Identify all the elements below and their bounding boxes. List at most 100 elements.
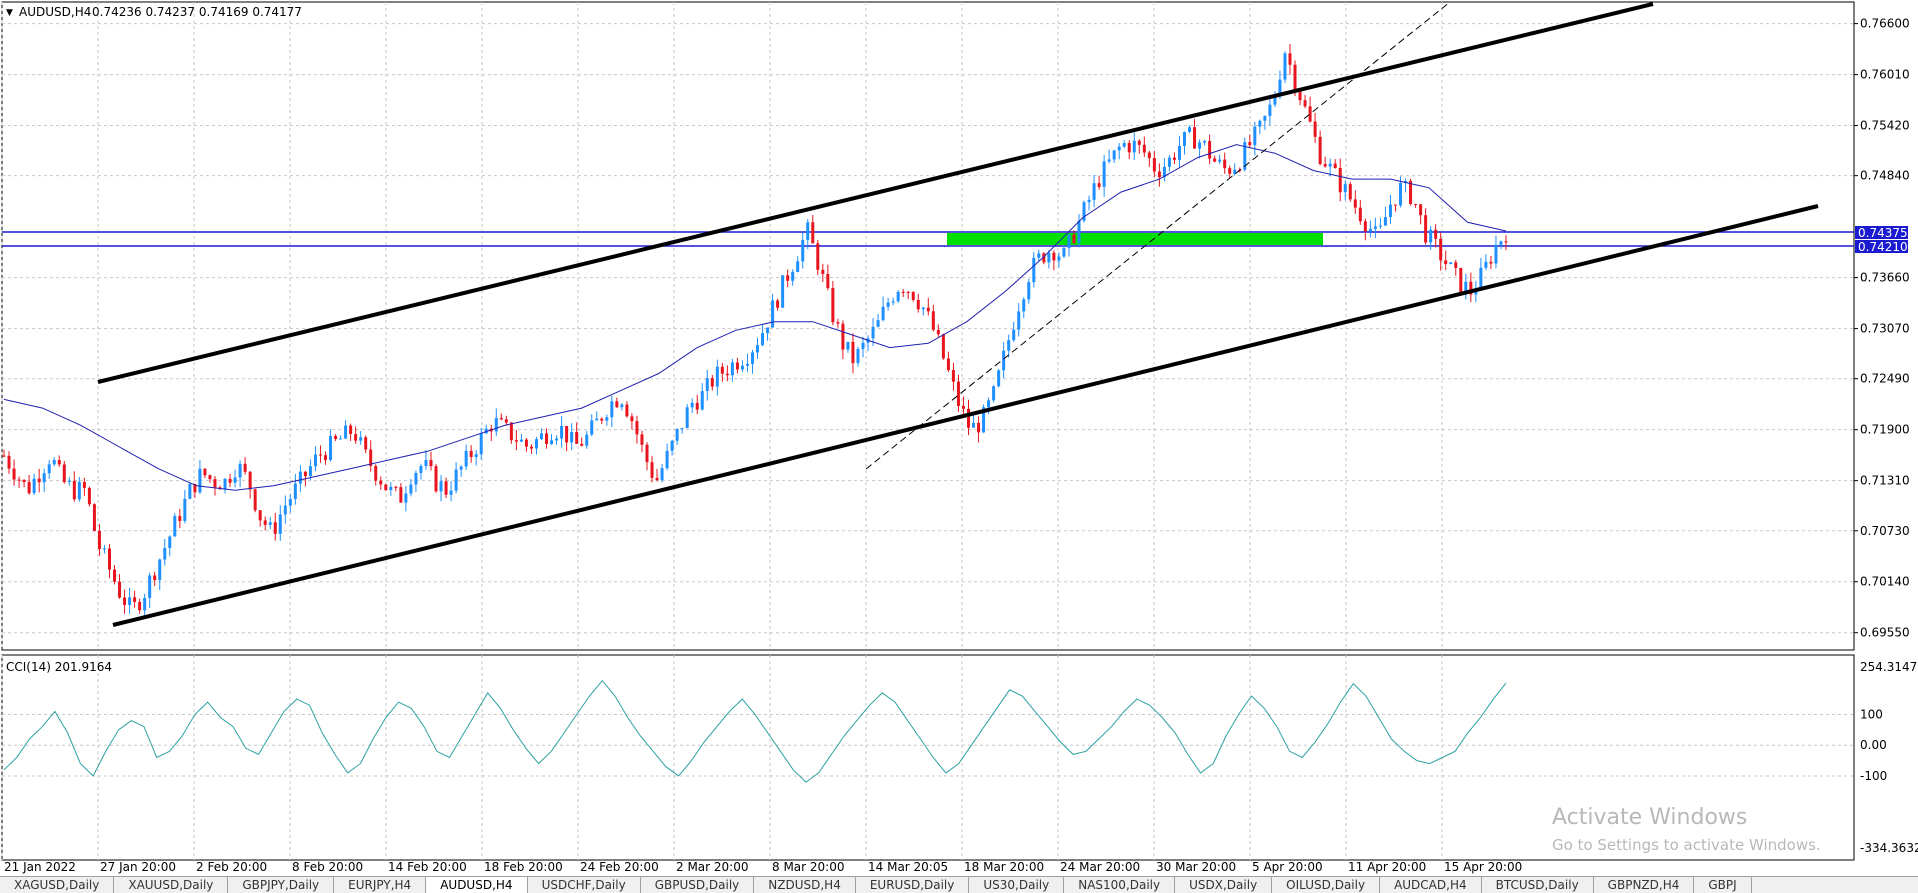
- candle-body: [560, 425, 564, 439]
- candle-body: [17, 479, 21, 481]
- chart-tab[interactable]: XAGUSD,Daily: [0, 877, 115, 893]
- candle-body: [650, 462, 654, 478]
- time-tick-label: 18 Feb 20:00: [484, 860, 563, 874]
- time-tick-label: 24 Mar 20:00: [1060, 860, 1140, 874]
- candle-body: [7, 455, 11, 469]
- candle-body: [756, 345, 760, 353]
- chart-tab[interactable]: NAS100,Daily: [1064, 877, 1176, 893]
- candle-body: [369, 449, 373, 466]
- candle-body: [735, 362, 739, 370]
- candle-body: [1198, 142, 1202, 149]
- chart-tab[interactable]: US30,Daily: [969, 877, 1065, 893]
- candle-body: [1122, 143, 1126, 147]
- candle-body: [1424, 215, 1428, 243]
- price-tick-label: 0.72490: [1860, 372, 1910, 386]
- time-tick-label: 24 Feb 20:00: [580, 860, 659, 874]
- chart-tab[interactable]: GBPNZD,H4: [1594, 877, 1695, 893]
- channel-top-line[interactable]: [97, 2, 1654, 384]
- candle-body: [555, 438, 559, 441]
- chart-tab[interactable]: OILUSD,Daily: [1272, 877, 1381, 893]
- candle-body: [665, 450, 669, 469]
- candle-body: [1067, 234, 1071, 248]
- price-axis: 0.76600 0.76010 0.75420 0.74840 0.73660 0.730…: [1854, 17, 1910, 640]
- candle-body: [364, 437, 368, 450]
- candle-body: [308, 466, 312, 477]
- candle-body: [1152, 158, 1156, 172]
- candle-body: [173, 516, 177, 537]
- candle-body: [610, 401, 614, 418]
- candle-body: [966, 408, 970, 428]
- candle-body: [861, 342, 865, 349]
- candle-body: [148, 575, 152, 598]
- candle-body: [1298, 90, 1302, 101]
- candle-body: [811, 222, 815, 244]
- chart-tab[interactable]: GBPUSD,Daily: [641, 877, 755, 893]
- candle-body: [585, 434, 589, 446]
- chart-tab[interactable]: GBPJPY,Daily: [228, 877, 335, 893]
- candle-body: [293, 483, 297, 500]
- dashed-trend-line[interactable]: [865, 1, 1451, 470]
- chart-grid: [1, 2, 1854, 860]
- candle-body: [1042, 253, 1046, 263]
- candle-body: [27, 482, 31, 494]
- candle-body: [183, 498, 187, 521]
- candle-body: [514, 440, 518, 442]
- candle-body: [1383, 217, 1387, 226]
- candle-body: [992, 386, 996, 401]
- candle-body: [730, 362, 734, 376]
- candle-body: [685, 407, 689, 429]
- channel-bottom-line[interactable]: [112, 204, 1819, 627]
- candle-body: [1052, 252, 1056, 261]
- candle-body: [519, 439, 523, 442]
- level-tag-upper-bg: [1855, 226, 1908, 239]
- cci-axis: 254.3147 100 0.00 -100 -334.3632: [1860, 660, 1918, 855]
- candle-body: [349, 425, 353, 435]
- candle-body: [32, 478, 36, 494]
- chart-tab[interactable]: USDCHF,Daily: [528, 877, 641, 893]
- candle-body: [253, 489, 257, 511]
- candle-body: [67, 480, 71, 483]
- chart-tab[interactable]: BTCUSD,Daily: [1482, 877, 1594, 893]
- candle-body: [761, 333, 765, 346]
- time-tick-label: 14 Feb 20:00: [388, 860, 467, 874]
- candle-body: [1092, 183, 1096, 200]
- candle-body: [288, 499, 292, 506]
- chart-tab[interactable]: AUDCAD,H4: [1380, 877, 1482, 893]
- chart-tab[interactable]: XAUUSD,Daily: [114, 877, 229, 893]
- candle-body: [1157, 171, 1161, 178]
- candle-body: [12, 468, 16, 480]
- candle-body: [1348, 184, 1352, 200]
- candle-body: [57, 460, 61, 465]
- candle-body: [1007, 340, 1011, 351]
- time-tick-label: 2 Mar 20:00: [676, 860, 749, 874]
- candle-body: [484, 428, 488, 434]
- price-tick-label: 0.71900: [1860, 423, 1910, 437]
- chart-tab[interactable]: NZDUSD,H4: [754, 877, 856, 893]
- candle-body: [1333, 163, 1337, 169]
- menu-arrow-icon[interactable]: ▼: [6, 8, 13, 18]
- watermark-title: Activate Windows: [1552, 805, 1747, 830]
- candlestick-series: [2, 43, 1508, 618]
- candle-body: [605, 417, 609, 421]
- candle-body: [123, 597, 127, 605]
- candle-body: [329, 435, 333, 460]
- candle-body: [62, 464, 66, 483]
- cci-label: CCI(14) 201.9164: [6, 660, 112, 674]
- candle-body: [193, 483, 197, 493]
- chart-tab[interactable]: GBPJ: [1694, 877, 1752, 893]
- candle-body: [479, 433, 483, 455]
- candle-body: [1393, 204, 1397, 206]
- chart-tab[interactable]: EURJPY,H4: [334, 877, 427, 893]
- candle-body: [444, 481, 448, 495]
- chart-tab[interactable]: USDX,Daily: [1175, 877, 1273, 893]
- chart-tab[interactable]: EURUSD,Daily: [856, 877, 970, 893]
- candle-body: [474, 454, 478, 458]
- candle-body: [1248, 142, 1252, 146]
- candle-body: [394, 486, 398, 488]
- candle-body: [1012, 329, 1016, 341]
- candle-body: [781, 275, 785, 308]
- chart-tab[interactable]: AUDUSD,H4: [426, 877, 528, 893]
- candle-body: [705, 378, 709, 392]
- candle-body: [233, 477, 237, 483]
